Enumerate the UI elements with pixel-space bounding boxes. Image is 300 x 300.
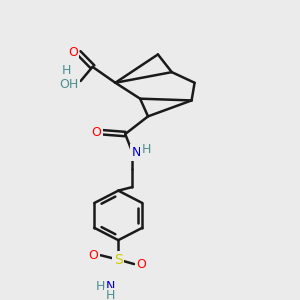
Text: O: O: [68, 46, 78, 59]
Text: N: N: [131, 146, 141, 159]
Text: H: H: [96, 280, 105, 293]
Text: N: N: [106, 280, 115, 293]
Text: O: O: [92, 126, 101, 139]
Text: OH: OH: [59, 78, 78, 91]
Text: H: H: [141, 143, 151, 157]
Text: O: O: [88, 249, 98, 262]
Text: H: H: [106, 290, 115, 300]
Text: H: H: [62, 64, 71, 77]
Text: O: O: [136, 257, 146, 271]
Text: S: S: [114, 253, 123, 267]
